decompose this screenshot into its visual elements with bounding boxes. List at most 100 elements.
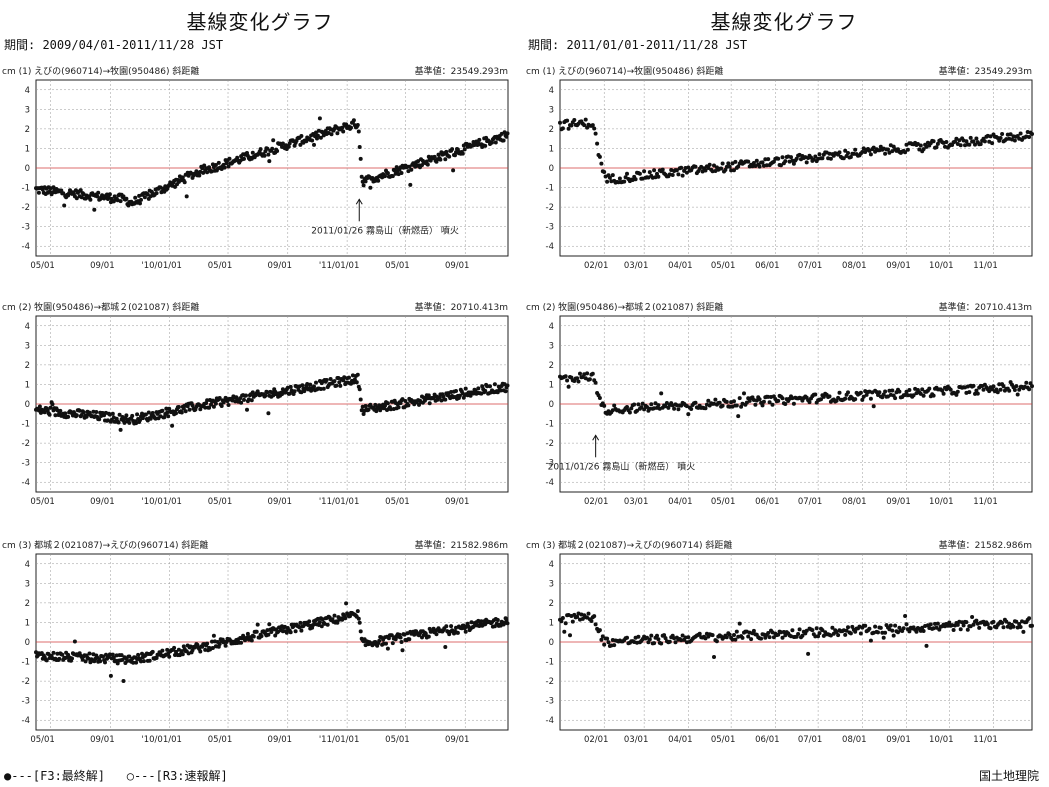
data-point xyxy=(667,639,672,644)
data-point xyxy=(1012,388,1017,392)
data-point xyxy=(891,633,896,638)
data-point xyxy=(444,624,449,629)
data-point xyxy=(605,636,610,641)
data-point xyxy=(958,143,963,148)
y-tick-label: 3 xyxy=(25,341,30,351)
data-point xyxy=(878,144,883,149)
data-point xyxy=(757,164,762,169)
data-point xyxy=(267,622,272,627)
data-point xyxy=(927,386,932,391)
data-point xyxy=(432,154,437,159)
x-tick-label: 02/01 xyxy=(584,735,609,745)
data-point xyxy=(997,382,1002,387)
data-point xyxy=(757,397,762,402)
data-point xyxy=(392,168,397,173)
data-point xyxy=(329,132,334,137)
data-point xyxy=(354,380,359,385)
data-point xyxy=(1001,625,1006,630)
data-point xyxy=(184,194,189,199)
data-point xyxy=(766,394,771,399)
data-point xyxy=(317,116,322,121)
x-tick-label: 06/01 xyxy=(755,261,780,271)
data-point xyxy=(790,628,795,633)
data-point xyxy=(964,139,969,144)
data-point xyxy=(275,149,280,153)
data-point xyxy=(263,393,268,398)
data-point xyxy=(599,161,604,166)
x-tick-label: 09/01 xyxy=(886,497,911,507)
data-point xyxy=(821,394,826,399)
data-point xyxy=(490,140,494,145)
data-point xyxy=(878,625,883,630)
y-tick-label: -2 xyxy=(22,203,30,213)
data-point xyxy=(216,160,221,165)
data-point xyxy=(817,631,822,636)
y-tick-label: 1 xyxy=(549,144,554,154)
data-point xyxy=(804,160,809,165)
data-point xyxy=(843,148,848,153)
data-point xyxy=(317,620,322,625)
data-point xyxy=(593,131,598,136)
data-point xyxy=(406,403,411,408)
data-point xyxy=(308,382,313,387)
x-tick-label: 03/01 xyxy=(624,735,649,745)
x-tick-label: 07/01 xyxy=(798,261,823,271)
x-tick-label: 02/01 xyxy=(584,261,609,271)
data-point xyxy=(809,155,813,160)
data-point xyxy=(416,159,421,164)
data-point xyxy=(1030,623,1034,628)
data-point xyxy=(627,410,632,415)
y-tick-label: 3 xyxy=(549,579,554,589)
data-point xyxy=(455,630,460,635)
data-point xyxy=(36,190,41,195)
data-point xyxy=(740,635,745,640)
data-point xyxy=(483,143,488,148)
data-point xyxy=(955,389,960,394)
data-point xyxy=(739,404,744,409)
x-tick-label: 11/01 xyxy=(973,497,998,507)
data-point xyxy=(723,167,728,172)
data-point xyxy=(780,635,785,640)
data-point xyxy=(761,632,766,637)
data-point xyxy=(841,156,846,161)
data-point xyxy=(974,136,979,141)
data-point xyxy=(273,633,278,638)
data-point xyxy=(834,630,839,634)
y-tick-label: -2 xyxy=(22,677,30,687)
data-point xyxy=(625,635,629,640)
data-point xyxy=(649,402,654,407)
data-point xyxy=(325,622,330,627)
data-point xyxy=(659,391,664,396)
data-point xyxy=(298,142,303,147)
chart-header-baseline: cm (2) 牧園(950486)→都城２(021087) 斜距離 xyxy=(2,301,199,313)
chart-header-reference: 基準値：23549.293m xyxy=(939,65,1032,77)
data-point xyxy=(70,656,74,661)
data-point xyxy=(249,398,254,403)
data-point xyxy=(814,626,819,631)
data-point xyxy=(160,408,165,413)
data-point xyxy=(167,654,172,659)
data-point xyxy=(729,168,734,173)
data-point xyxy=(776,398,781,403)
y-tick-label: -2 xyxy=(546,439,554,449)
data-point xyxy=(92,207,97,212)
data-point xyxy=(101,654,106,659)
data-point xyxy=(605,179,610,184)
y-tick-label: 2 xyxy=(549,599,554,609)
data-point xyxy=(376,178,381,183)
data-point xyxy=(1004,137,1009,142)
data-point xyxy=(697,631,702,636)
data-point xyxy=(590,371,595,376)
data-point xyxy=(1007,388,1012,393)
data-point xyxy=(172,645,177,650)
data-point xyxy=(858,390,863,395)
data-point xyxy=(81,410,86,415)
annotation-arrowhead xyxy=(592,434,600,441)
data-point xyxy=(94,410,99,414)
data-point xyxy=(394,165,399,170)
data-point xyxy=(498,388,503,393)
x-tick-label: 05/01 xyxy=(30,497,55,507)
data-point xyxy=(1030,384,1034,389)
data-point xyxy=(860,397,865,402)
data-point xyxy=(37,404,42,409)
